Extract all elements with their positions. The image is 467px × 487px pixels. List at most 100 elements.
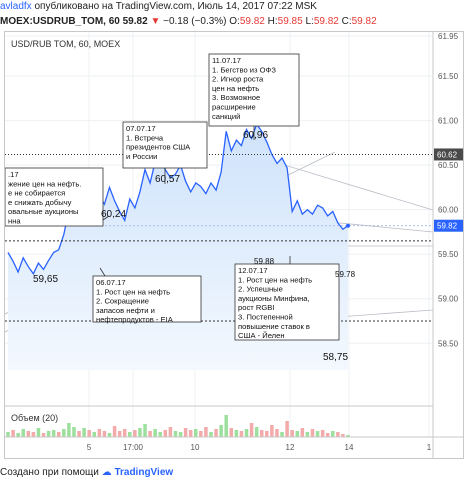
callout-text: 1. Встреча — [126, 133, 164, 142]
low-value: 59.82 — [313, 16, 339, 27]
volume-bar — [239, 431, 244, 437]
volume-bar — [199, 431, 203, 437]
volume-bar — [128, 432, 132, 437]
value-label: 58,75 — [323, 352, 348, 363]
volume-bar — [11, 430, 15, 437]
callout-text: 2. Игнор роста — [212, 75, 264, 84]
volume-bar — [77, 431, 81, 437]
callout-text: президентов США — [126, 143, 191, 152]
volume-bar — [122, 429, 127, 437]
volume-bar — [183, 428, 188, 437]
author-link[interactable]: avladfx — [0, 1, 32, 12]
callout-text: рост RGBI — [238, 303, 274, 312]
last-price: 59.82 — [122, 16, 148, 27]
volume-bar — [249, 423, 254, 437]
low-label: L: — [305, 16, 314, 27]
volume-bar — [16, 433, 20, 437]
callout-text: 07.07.17 — [126, 124, 156, 133]
volume-bar — [194, 429, 198, 437]
publish-bar: avladfx опубликовано на TradingView.com,… — [0, 0, 467, 14]
volume-bar — [229, 428, 234, 437]
volume-bar — [234, 430, 239, 437]
callout-text: овальные аукционы — [8, 207, 79, 216]
published-text: опубликовано на TradingView.com, Июль 14… — [34, 1, 317, 12]
price-axis[interactable]: 61.95 61.50 61.00 60.50 60.00 59.50 59.00 58.50… — [432, 32, 463, 458]
volume-bar — [67, 423, 71, 437]
callout-text: 3. Постепенной — [238, 313, 293, 322]
volume-bar — [214, 429, 218, 437]
x-tick-label: 17:00 — [123, 443, 144, 452]
volume-bar — [56, 432, 61, 437]
volume-bar — [320, 430, 325, 437]
volume-bar — [107, 433, 112, 437]
volume-bar — [26, 431, 31, 437]
callout-text: 2. Сокращение — [96, 297, 149, 306]
callout-text: повышение ставок в — [238, 322, 310, 331]
callout-text: цен на нефть — [212, 84, 259, 93]
volume-bar — [265, 431, 269, 437]
callout-text: 06.07.17 — [96, 278, 126, 287]
x-tick-label: 14 — [345, 443, 354, 452]
volume-bar — [290, 430, 294, 437]
volume-bar — [133, 430, 137, 437]
volume-bar — [173, 431, 178, 437]
callout-text: .17 — [8, 170, 19, 179]
volume-bar — [92, 432, 97, 437]
callout-text: США - Йелен — [238, 331, 285, 340]
volume-bar — [270, 425, 274, 437]
callout-text: нна — [8, 217, 21, 226]
chart-frame: .17 жение цен на нефть. е не собирается е с… — [4, 31, 464, 459]
volume-bar — [275, 429, 279, 437]
y-tick-label: 60.50 — [438, 161, 459, 170]
volume-bar — [310, 429, 315, 437]
volume-bar — [31, 432, 36, 437]
close-value: 59.82 — [351, 16, 377, 27]
volume-bar — [305, 432, 310, 437]
callout-text: аукционы Минфина, — [238, 294, 310, 303]
volume-bar — [62, 429, 66, 437]
volume-bar — [36, 428, 41, 437]
y-tick-label: 59.00 — [438, 295, 459, 304]
volume-bar — [163, 430, 168, 437]
high-value: 59.85 — [277, 16, 303, 27]
y-tick-label: 59.50 — [438, 250, 459, 259]
volume-bar — [21, 429, 25, 437]
callout-text: 1. Рост цен на нефть — [96, 287, 170, 296]
callout-text: 1. Бегство из ОФЗ — [212, 65, 276, 74]
volume-bars — [5, 405, 463, 438]
callout-text: нефтепродуктов - EIA — [96, 315, 174, 324]
high-label: H: — [267, 16, 278, 27]
volume-bar — [148, 431, 152, 437]
volume-bar — [280, 432, 284, 437]
tradingview-brand[interactable]: TradingView — [114, 467, 174, 478]
close-label: C: — [341, 16, 352, 27]
volume-bar — [331, 431, 335, 437]
callout-text: е не собирается — [8, 189, 65, 198]
time-axis[interactable]: 5 17:00 10 12 14 1 — [87, 443, 432, 452]
callout-text: расширение — [212, 103, 256, 112]
callout-text: 1. Рост цен на нефть — [238, 275, 312, 284]
last-price-badge — [434, 219, 463, 232]
price-change: −0.18 (−0.3%) — [163, 16, 227, 27]
callout-text: 12.07.17 — [238, 266, 268, 275]
footer: Создано при помощи ☁ TradingView — [0, 462, 467, 487]
symbol-line: MOEX:USDRUB_TOM, 60 59.82 ▼ −0.18 (−0.3%… — [0, 15, 467, 29]
value-labels: 60,24 60,57 60,96 59,65 59.88 59.78 58,75 — [33, 130, 356, 363]
volume-title: Объем (20) — [11, 413, 58, 423]
volume-bar — [244, 429, 249, 437]
x-tick-label: 12 — [286, 443, 295, 452]
volume-bar — [315, 431, 320, 437]
y-tick-label: 58.50 — [438, 339, 459, 348]
volume-bar — [41, 433, 46, 437]
down-arrow-icon: ▼ — [150, 16, 161, 27]
value-label: 60,24 — [101, 209, 126, 220]
x-tick-label: 1 — [427, 443, 432, 452]
horizontal-levels — [5, 153, 432, 322]
